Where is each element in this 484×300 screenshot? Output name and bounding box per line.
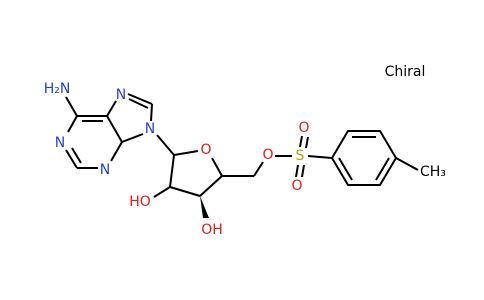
atom-label: N [145, 121, 155, 137]
atom-label: N [55, 135, 65, 151]
bond [305, 136, 309, 149]
atom-label: O [298, 120, 309, 136]
atom-label: S [296, 148, 305, 164]
atom-label: N [100, 162, 110, 178]
bond [153, 186, 171, 198]
atom-label: N [116, 87, 126, 103]
bond [199, 175, 223, 197]
bond [128, 98, 149, 109]
bond [65, 96, 78, 117]
atom-label: HO [129, 194, 151, 210]
atom-label: O [200, 142, 211, 158]
bonds [65, 93, 419, 218]
bond [110, 141, 123, 162]
bond [395, 157, 419, 171]
bond [65, 149, 78, 169]
bond [253, 161, 264, 177]
atom-label: O [262, 147, 273, 163]
bond [169, 186, 201, 197]
bond [338, 157, 353, 181]
bond [106, 100, 117, 117]
atom-label: H₂N [44, 81, 71, 97]
bond [375, 157, 390, 181]
bond [150, 103, 153, 122]
bond [71, 147, 82, 164]
bond [173, 150, 199, 156]
bond [307, 155, 333, 159]
bond [295, 164, 299, 178]
chiral-label: Chiral [385, 64, 426, 80]
bond [299, 135, 303, 148]
labels: H₂N N N N N O HO OH O S O O CH₃ Chiral [44, 64, 446, 238]
bond [67, 115, 78, 133]
atom-label: OH [201, 222, 223, 238]
bond [169, 154, 175, 188]
atom-label: CH₃ [420, 164, 446, 180]
bond [106, 115, 123, 143]
ring [331, 130, 398, 186]
bond [127, 93, 153, 105]
bond [121, 133, 144, 143]
atom-label: O [291, 178, 302, 194]
wedge [200, 196, 209, 218]
bond [211, 157, 223, 177]
bond [156, 134, 175, 156]
bond [301, 164, 305, 178]
